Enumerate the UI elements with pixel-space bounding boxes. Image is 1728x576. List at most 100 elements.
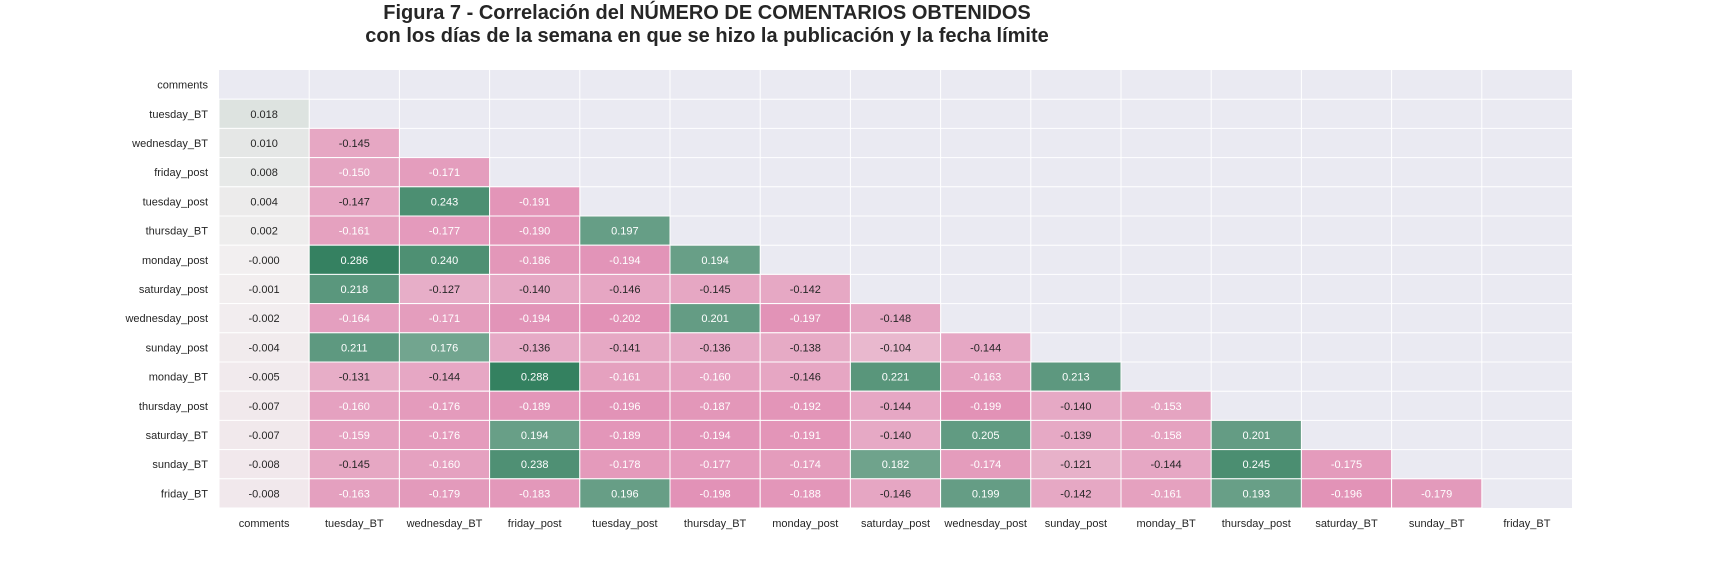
- heatmap-cell-friday-bt-saturday-post: [849, 478, 942, 509]
- heatmap-cell: -0.140: [489, 273, 581, 305]
- cell-value-label: -0.159: [339, 430, 370, 442]
- x-tick-label-friday-post: friday_post: [508, 518, 562, 530]
- heatmap-cell-friday-bt-sunday-post: [1030, 478, 1122, 509]
- cell-value-label: -0.121: [1060, 459, 1091, 471]
- y-tick-label-thursday-bt: thursday_BT: [146, 226, 209, 238]
- x-tick-label-saturday-bt: saturday_BT: [1315, 518, 1378, 530]
- heatmap-cell-friday-bt-friday-post: [489, 478, 581, 509]
- heatmap-cell: -0.144: [1120, 449, 1212, 480]
- cell-value-label: -0.183: [519, 488, 550, 500]
- cell-value-label: -0.142: [1060, 488, 1091, 500]
- heatmap-cell: -0.176: [398, 419, 491, 451]
- cell-value-label: -0.146: [880, 488, 911, 500]
- heatmap-cell: -0.189: [579, 419, 671, 451]
- cell-value-label: -0.000: [248, 255, 279, 267]
- heatmap-cell-thursday-post-sunday-post: [1030, 390, 1122, 421]
- cell-value-label: -0.131: [339, 372, 370, 384]
- heatmap-cell-sunday-bt-thursday-post: [1210, 449, 1302, 480]
- cell-value-label: -0.202: [609, 313, 640, 325]
- cell-value-label: -0.146: [609, 284, 640, 296]
- heatmap-cell-saturday-bt-comments: [218, 419, 310, 451]
- heatmap-cell: -0.189: [489, 390, 581, 421]
- cell-value-label: -0.148: [880, 313, 911, 325]
- cell-value-label: -0.146: [790, 372, 821, 384]
- heatmap-cell: -0.148: [849, 303, 942, 334]
- heatmap-cell: -0.142: [1030, 478, 1122, 509]
- heatmap-cell-monday-bt-friday-post: [489, 361, 581, 392]
- heatmap-cell-friday-bt-wednesday-bt: [398, 478, 491, 509]
- cell-value-label: -0.127: [429, 284, 460, 296]
- heatmap-cell: -0.104: [849, 332, 942, 363]
- x-tick-label-friday-bt: friday_BT: [1503, 518, 1550, 530]
- cell-value-label: 0.221: [882, 372, 910, 384]
- heatmap-cell: 0.197: [579, 215, 671, 246]
- heatmap-cell: -0.161: [579, 361, 671, 392]
- heatmap-cell-sunday-bt-friday-post: [489, 449, 581, 480]
- heatmap-cell-sunday-bt-thursday-bt: [669, 449, 761, 480]
- heatmap-cell: -0.197: [759, 303, 851, 334]
- heatmap-cell: 0.286: [308, 244, 400, 275]
- cell-value-label: -0.007: [248, 430, 279, 442]
- heatmap-cell: -0.188: [759, 478, 851, 509]
- cell-value-label: -0.144: [970, 342, 1001, 354]
- heatmap-cell: -0.164: [308, 303, 400, 334]
- heatmap-cell: -0.171: [398, 157, 491, 188]
- cell-value-label: -0.171: [429, 313, 460, 325]
- heatmap-cell: 0.201: [669, 303, 761, 334]
- cell-value-label: -0.136: [699, 342, 730, 354]
- heatmap-cell-saturday-bt-sunday-post: [1030, 419, 1122, 451]
- cell-value-label: 0.288: [521, 372, 549, 384]
- heatmap-cell-saturday-bt-tuesday-post: [579, 419, 671, 451]
- cell-value-label: -0.176: [429, 401, 460, 413]
- cell-value-label: 0.245: [1243, 459, 1271, 471]
- cell-value-label: -0.188: [790, 488, 821, 500]
- cell-value-label: -0.002: [248, 313, 279, 325]
- cell-value-label: -0.176: [429, 430, 460, 442]
- heatmap-cell: -0.194: [489, 303, 581, 334]
- heatmap-cell-friday-bt-sunday-bt: [1391, 478, 1483, 509]
- heatmap-cell: -0.196: [1300, 478, 1393, 509]
- x-tick-label-tuesday-post: tuesday_post: [592, 518, 657, 530]
- heatmap-cell: -0.174: [759, 449, 851, 480]
- cell-value-label: -0.138: [790, 342, 821, 354]
- heatmap-cell: -0.145: [308, 127, 400, 159]
- heatmap-cell: -0.136: [669, 332, 761, 363]
- heatmap-cell-saturday-bt-wednesday-bt: [398, 419, 491, 451]
- cell-value-label: 0.196: [611, 488, 639, 500]
- cell-value-label: -0.187: [699, 401, 730, 413]
- heatmap-cell: 0.176: [398, 332, 491, 363]
- cell-value-label: 0.201: [1243, 430, 1271, 442]
- heatmap-cell: -0.001: [218, 273, 310, 305]
- heatmap-cell: 0.199: [940, 478, 1032, 509]
- cell-value-label: -0.008: [248, 488, 279, 500]
- y-tick-label-monday-bt: monday_BT: [149, 372, 209, 384]
- cell-value-label: -0.153: [1150, 401, 1181, 413]
- heatmap-cell: -0.147: [308, 186, 400, 217]
- heatmap-cell: -0.192: [759, 390, 851, 421]
- heatmap-cell: -0.121: [1030, 449, 1122, 480]
- x-tick-label-wednesday-bt: wednesday_BT: [406, 518, 483, 530]
- cell-value-label: -0.179: [429, 488, 460, 500]
- heatmap-cell-monday-bt-tuesday-bt: [308, 361, 400, 392]
- heatmap-cell: -0.161: [308, 215, 400, 246]
- cell-value-label: -0.186: [519, 255, 550, 267]
- cell-value-label: -0.197: [790, 313, 821, 325]
- heatmap-cell-thursday-bt-comments: [218, 215, 310, 246]
- heatmap-cell: -0.202: [579, 303, 671, 334]
- heatmap-cell-sunday-post-comments: [218, 332, 310, 363]
- heatmap-cell: -0.160: [669, 361, 761, 392]
- cell-value-label: -0.144: [880, 401, 911, 413]
- heatmap-cell: -0.008: [218, 449, 310, 480]
- cell-value-label: 0.238: [521, 459, 549, 471]
- heatmap-cell-friday-bt-thursday-bt: [669, 478, 761, 509]
- y-tick-label-monday-post: monday_post: [142, 255, 208, 267]
- x-axis-tick-labels: comments tuesday_BT wednesday_BT friday_pos…: [239, 518, 1551, 530]
- cell-value-label: -0.158: [1150, 430, 1181, 442]
- cell-value-label: 0.193: [1243, 488, 1271, 500]
- heatmap-cell: 0.211: [308, 332, 400, 363]
- cell-value-label: -0.005: [248, 372, 279, 384]
- cell-value-label: -0.161: [609, 372, 640, 384]
- cell-value-label: 0.194: [521, 430, 549, 442]
- heatmap-cell: -0.140: [849, 419, 942, 451]
- heatmap-cell: -0.140: [1030, 390, 1122, 421]
